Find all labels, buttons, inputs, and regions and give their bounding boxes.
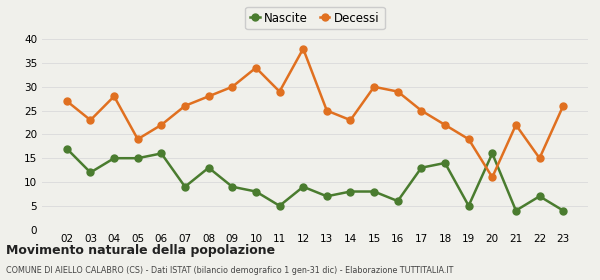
Decessi — [488, 176, 496, 179]
Nascite — [158, 152, 165, 155]
Decessi — [536, 157, 543, 160]
Nascite — [205, 166, 212, 169]
Decessi — [560, 104, 567, 108]
Nascite — [134, 157, 142, 160]
Decessi — [87, 118, 94, 122]
Nascite — [299, 185, 307, 188]
Nascite — [370, 190, 377, 193]
Text: Movimento naturale della popolazione: Movimento naturale della popolazione — [6, 244, 275, 256]
Decessi — [276, 90, 283, 93]
Decessi — [418, 109, 425, 112]
Decessi — [299, 47, 307, 50]
Decessi — [63, 99, 70, 103]
Decessi — [134, 137, 142, 141]
Nascite — [87, 171, 94, 174]
Decessi — [181, 104, 188, 108]
Nascite — [512, 209, 520, 212]
Nascite — [347, 190, 354, 193]
Decessi — [323, 109, 331, 112]
Nascite — [181, 185, 188, 188]
Nascite — [63, 147, 70, 150]
Nascite — [418, 166, 425, 169]
Nascite — [323, 195, 331, 198]
Nascite — [465, 204, 472, 207]
Nascite — [253, 190, 260, 193]
Decessi — [158, 123, 165, 127]
Nascite — [229, 185, 236, 188]
Line: Decessi: Decessi — [64, 45, 566, 181]
Decessi — [512, 123, 520, 127]
Decessi — [465, 137, 472, 141]
Nascite — [442, 161, 449, 165]
Decessi — [253, 66, 260, 69]
Decessi — [229, 85, 236, 88]
Nascite — [488, 152, 496, 155]
Decessi — [205, 95, 212, 98]
Legend: Nascite, Decessi: Nascite, Decessi — [245, 7, 385, 29]
Nascite — [560, 209, 567, 212]
Nascite — [394, 199, 401, 203]
Line: Nascite: Nascite — [64, 145, 566, 214]
Decessi — [394, 90, 401, 93]
Decessi — [110, 95, 118, 98]
Decessi — [370, 85, 377, 88]
Decessi — [347, 118, 354, 122]
Nascite — [276, 204, 283, 207]
Nascite — [536, 195, 543, 198]
Text: COMUNE DI AIELLO CALABRO (CS) - Dati ISTAT (bilancio demografico 1 gen-31 dic) -: COMUNE DI AIELLO CALABRO (CS) - Dati IST… — [6, 266, 454, 275]
Nascite — [110, 157, 118, 160]
Decessi — [442, 123, 449, 127]
